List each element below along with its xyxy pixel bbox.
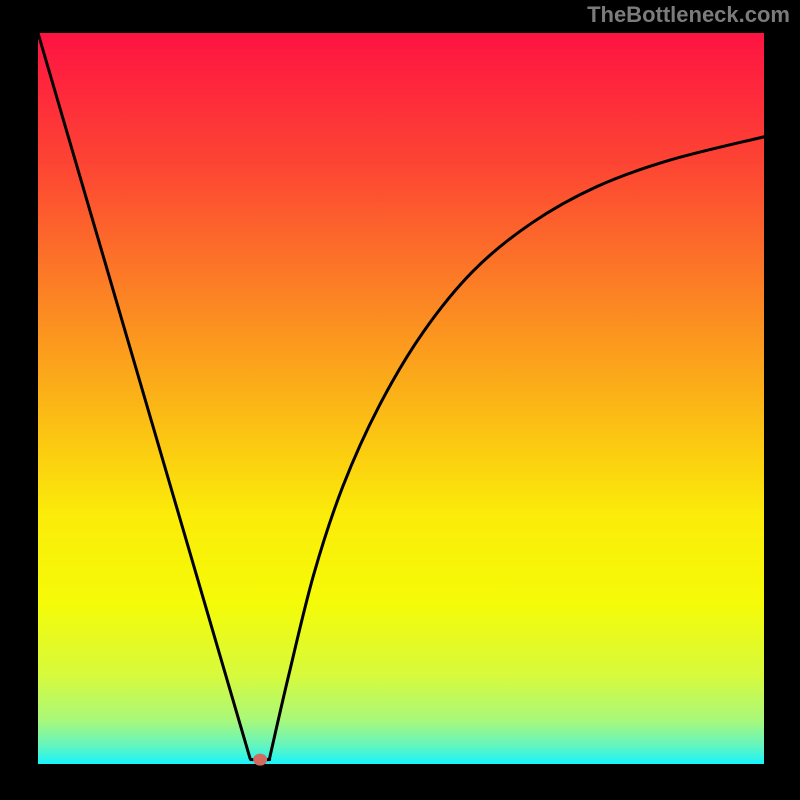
chart-root: TheBottleneck.com [0, 0, 800, 800]
minimum-marker [253, 754, 267, 766]
plot-area [38, 33, 764, 764]
chart-svg [0, 0, 800, 800]
watermark-label: TheBottleneck.com [587, 2, 790, 28]
